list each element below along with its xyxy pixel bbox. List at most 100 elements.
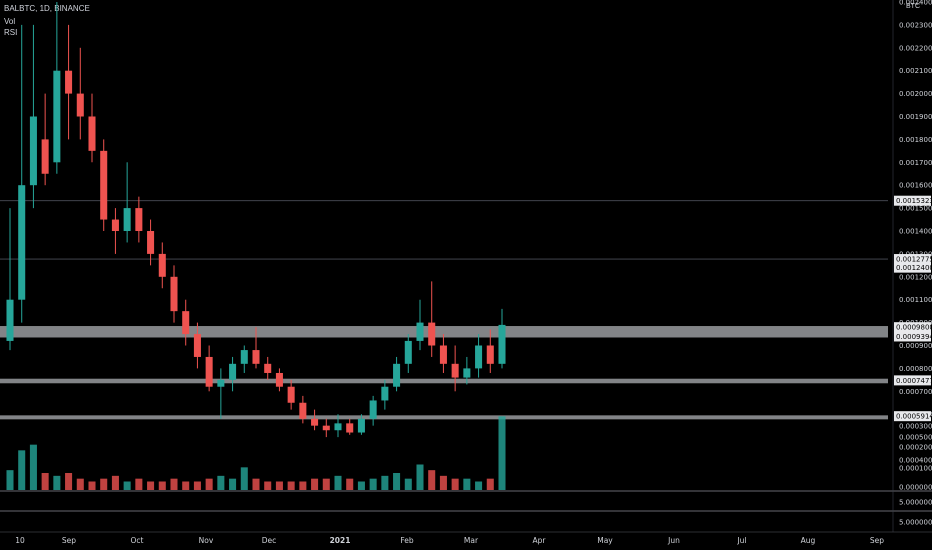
- x-tick-label: Aug: [801, 536, 816, 545]
- x-tick-label: Oct: [131, 536, 144, 545]
- candle-body: [381, 386, 389, 401]
- y-tick-label: 0.00190000: [899, 113, 932, 121]
- candle-body: [369, 400, 377, 419]
- candle-body: [486, 345, 494, 364]
- volume-bar: [346, 478, 354, 490]
- candle-body: [76, 93, 84, 117]
- support-zone: [0, 326, 888, 338]
- price-label-box: [894, 322, 931, 333]
- x-tick-label: Sep: [62, 536, 76, 545]
- volume-bar: [486, 478, 494, 490]
- price-label-box: [894, 331, 931, 342]
- candle-body: [264, 363, 272, 373]
- price-label-box: [894, 254, 931, 265]
- volume-bar: [369, 478, 377, 490]
- candle-body: [252, 350, 260, 364]
- volume-tick-label: 0.00000000: [899, 484, 932, 492]
- candle-body: [193, 334, 201, 357]
- volume-bar: [381, 475, 389, 490]
- candle-body: [6, 299, 14, 341]
- x-tick-label: Nov: [199, 536, 214, 545]
- candle-body: [147, 231, 155, 254]
- candle-body: [65, 70, 73, 94]
- volume-bar: [264, 481, 272, 490]
- volume-tick-label: 0.00030000: [899, 423, 932, 431]
- candle-body: [182, 311, 190, 335]
- price-label-box: [894, 195, 931, 206]
- candle-body: [88, 116, 96, 151]
- candle-body: [287, 386, 295, 403]
- candle-body: [334, 423, 342, 431]
- volume-bar: [6, 470, 14, 490]
- y-tick-label: 0.00080000: [899, 365, 932, 373]
- currency-label: BTC: [906, 3, 920, 10]
- volume-bar: [217, 475, 225, 490]
- candle-body: [498, 324, 506, 364]
- x-tick-label: Mar: [464, 536, 479, 545]
- y-tick-label: 0.00210000: [899, 67, 932, 75]
- candle-body: [311, 418, 319, 426]
- volume-indicator-label[interactable]: Vol: [4, 17, 16, 26]
- volume-bar: [299, 481, 307, 490]
- candle-body: [404, 340, 412, 364]
- x-tick-label: Jun: [667, 536, 680, 545]
- candle-body: [346, 423, 354, 433]
- support-zone: [0, 415, 888, 420]
- volume-bar: [111, 475, 119, 490]
- candle-body: [111, 219, 119, 231]
- volume-bar: [498, 416, 506, 490]
- volume-bar: [451, 478, 459, 490]
- volume-bar: [428, 470, 436, 490]
- price-label-text: 0.00059140: [896, 413, 932, 421]
- y-tick-label: 0.00160000: [899, 182, 932, 190]
- candle-body: [428, 322, 436, 346]
- candle-body: [475, 345, 483, 369]
- x-tick-label: Jul: [736, 536, 746, 545]
- candle-body: [100, 150, 108, 220]
- y-tick-label: 0.00090000: [899, 342, 932, 350]
- x-tick-label: 2021: [330, 536, 351, 545]
- candle-body: [299, 402, 307, 419]
- volume-bar: [135, 478, 143, 490]
- volume-bar: [287, 481, 295, 490]
- rsi-indicator-label[interactable]: RSI: [4, 28, 18, 37]
- volume-bar: [404, 478, 412, 490]
- volume-bar: [416, 464, 424, 490]
- volume-bar: [100, 478, 108, 490]
- y-tick-label: 0.00220000: [899, 44, 932, 52]
- y-tick-label: 0.00150000: [899, 205, 932, 213]
- volume-bar: [182, 481, 190, 490]
- y-tick-label: 0.00230000: [899, 21, 932, 29]
- y-tick-label: 0.00070000: [899, 388, 932, 396]
- volume-bar: [334, 475, 342, 490]
- volume-bar: [311, 478, 319, 490]
- candle-body: [275, 372, 283, 387]
- volume-tick-label: 0.00020000: [899, 444, 932, 452]
- candle-body: [240, 350, 248, 364]
- y-tick-label: 0.00050000: [899, 434, 932, 442]
- y-tick-label: 0.00120000: [899, 273, 932, 281]
- volume-bar: [205, 478, 213, 490]
- volume-bar: [18, 450, 26, 490]
- volume-bar: [29, 444, 37, 490]
- y-tick-label: 0.00180000: [899, 136, 932, 144]
- volume-bar: [240, 467, 248, 490]
- x-tick-label: 10: [15, 536, 25, 545]
- volume-bar: [393, 473, 401, 490]
- volume-bar: [65, 473, 73, 490]
- candle-body: [205, 356, 213, 387]
- volume-bar: [275, 481, 283, 490]
- symbol-label: BALBTC, 1D, BINANCE: [4, 4, 90, 13]
- volume-bar: [475, 481, 483, 490]
- volume-bar: [53, 475, 61, 490]
- y-tick-label: 0.00240000: [899, 0, 932, 7]
- volume-bar: [193, 481, 201, 490]
- candle-body: [451, 363, 459, 378]
- candle-body: [29, 116, 37, 186]
